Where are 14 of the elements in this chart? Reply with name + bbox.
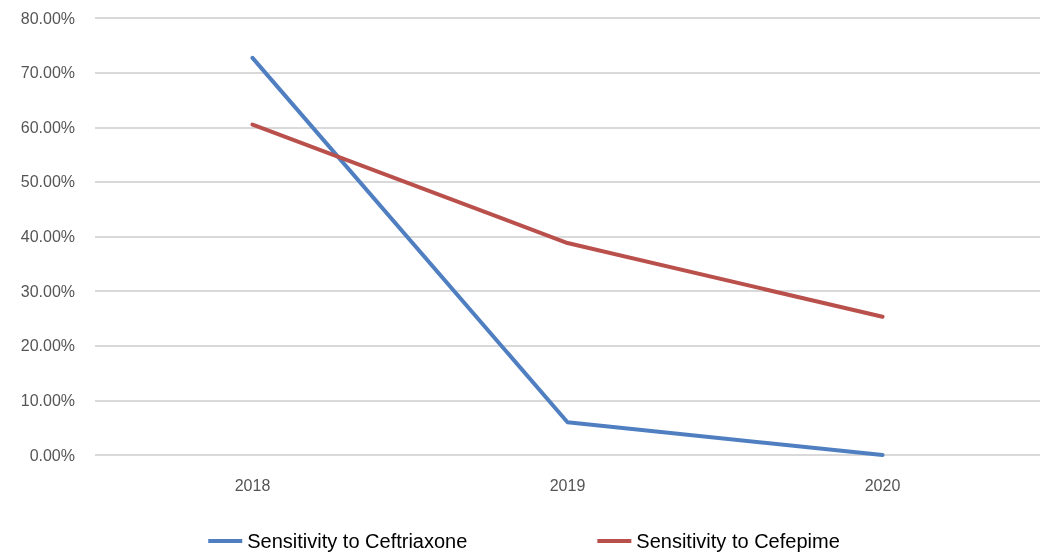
y-tick-label: 30.00% — [20, 282, 75, 300]
y-tick-label: 10.00% — [20, 391, 75, 409]
x-tick-label: 2019 — [549, 476, 586, 494]
legend-label: Sensitivity to Cefepime — [636, 530, 840, 552]
y-tick-label: 20.00% — [20, 337, 75, 355]
x-tick-label: 2020 — [864, 476, 901, 494]
legend-label: Sensitivity to Ceftriaxone — [247, 530, 468, 552]
y-tick-label: 60.00% — [20, 118, 75, 136]
y-tick-label: 80.00% — [20, 9, 75, 27]
y-tick-label: 40.00% — [20, 228, 75, 245]
y-tick-label: 50.00% — [20, 173, 75, 191]
y-tick-label: 0.00% — [29, 446, 75, 464]
y-tick-label: 70.00% — [20, 64, 75, 82]
x-tick-label: 2018 — [234, 476, 271, 494]
